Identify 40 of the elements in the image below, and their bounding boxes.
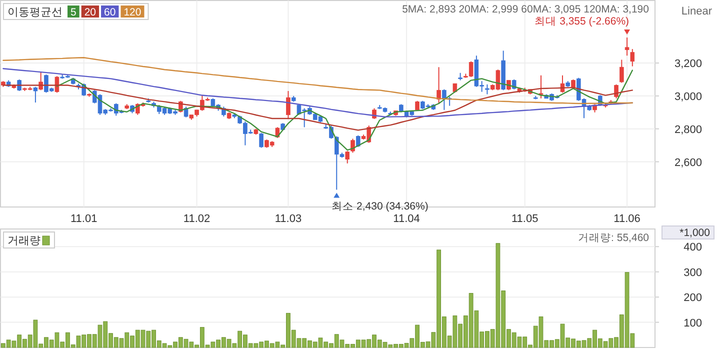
y-tick-label: 2,800	[674, 124, 702, 136]
text: Linear	[681, 6, 712, 18]
x-tick-label: 11.04	[393, 213, 420, 225]
candlestick	[485, 84, 490, 95]
candlestick	[620, 59, 624, 84]
candlestick	[350, 138, 355, 154]
x-tick-label: 11.02	[183, 213, 210, 225]
candlestick	[259, 132, 264, 148]
candlestick	[33, 86, 38, 104]
candlestick	[624, 37, 630, 56]
candlestick	[286, 90, 290, 120]
candlestick	[560, 74, 565, 94]
annotation: 최소 2,430 (34.36%)	[332, 200, 428, 213]
text: 5	[70, 6, 76, 18]
x-tick-label: 11.05	[511, 213, 538, 225]
candlestick	[614, 84, 618, 99]
x-tick-label: 11.01	[70, 213, 98, 225]
legend-title: 이동평균선	[8, 6, 62, 18]
candlestick	[538, 74, 544, 99]
candlestick	[345, 150, 350, 164]
candlestick	[436, 66, 441, 104]
y-tick-label: 3,200	[674, 58, 702, 70]
annotation: 거래량: 55,460	[578, 232, 650, 244]
text: 60	[104, 6, 116, 18]
y-tick-label: 2,600	[674, 156, 702, 169]
legend-label: 거래량	[8, 235, 40, 247]
y-tick-label: 300	[684, 266, 702, 279]
y-axis-title: *1,000	[680, 227, 710, 239]
x-tick-label: 11.06	[614, 213, 640, 225]
annotation: 최대 3,355 (-2.66%)	[534, 16, 630, 28]
x-tick-label: 11.03	[274, 213, 302, 225]
annotation: 5MA: 2,893 20MA: 2,999 60MA: 3,095 120MA: 3,190	[402, 4, 650, 16]
y-tick-label: 100	[684, 317, 702, 330]
y-tick-label: 200	[684, 292, 702, 304]
candlestick	[356, 134, 360, 148]
text: 20	[84, 6, 96, 18]
candlestick	[630, 48, 635, 67]
y-tick-label: 400	[684, 242, 702, 254]
text: 120	[124, 6, 142, 18]
y-tick-label: 3,000	[674, 90, 702, 103]
